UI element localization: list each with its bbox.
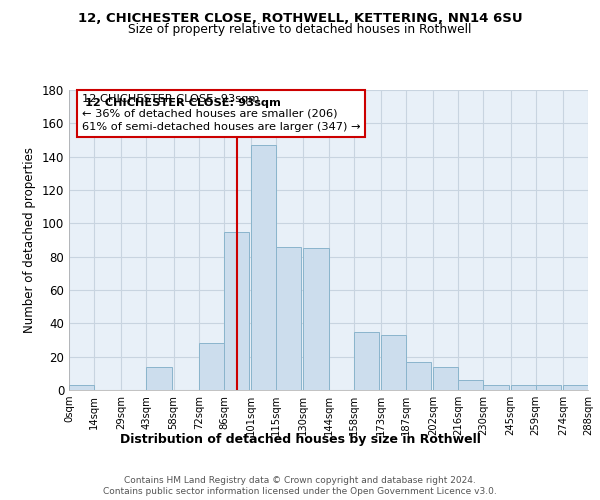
- Bar: [354, 332, 379, 390]
- Bar: [563, 385, 588, 390]
- Text: 12 CHICHESTER CLOSE: 93sqm
← 36% of detached houses are smaller (206)
61% of sem: 12 CHICHESTER CLOSE: 93sqm ← 36% of deta…: [82, 94, 361, 132]
- Bar: [224, 232, 249, 390]
- Text: 12, CHICHESTER CLOSE, ROTHWELL, KETTERING, NN14 6SU: 12, CHICHESTER CLOSE, ROTHWELL, KETTERIN…: [77, 12, 523, 26]
- Bar: [433, 366, 458, 390]
- Bar: [199, 344, 224, 390]
- Bar: [251, 145, 276, 390]
- Text: 12 CHICHESTER CLOSE: 93sqm: 12 CHICHESTER CLOSE: 93sqm: [85, 98, 280, 108]
- Text: Contains HM Land Registry data © Crown copyright and database right 2024.: Contains HM Land Registry data © Crown c…: [124, 476, 476, 485]
- Bar: [69, 385, 94, 390]
- Bar: [406, 362, 431, 390]
- Bar: [458, 380, 484, 390]
- Text: Contains public sector information licensed under the Open Government Licence v3: Contains public sector information licen…: [103, 487, 497, 496]
- Bar: [381, 335, 406, 390]
- Bar: [484, 385, 509, 390]
- Text: Size of property relative to detached houses in Rothwell: Size of property relative to detached ho…: [128, 24, 472, 36]
- Bar: [303, 248, 329, 390]
- Bar: [511, 385, 536, 390]
- Y-axis label: Number of detached properties: Number of detached properties: [23, 147, 36, 333]
- Bar: [536, 385, 561, 390]
- Text: Distribution of detached houses by size in Rothwell: Distribution of detached houses by size …: [119, 432, 481, 446]
- Bar: [146, 366, 172, 390]
- Bar: [276, 246, 301, 390]
